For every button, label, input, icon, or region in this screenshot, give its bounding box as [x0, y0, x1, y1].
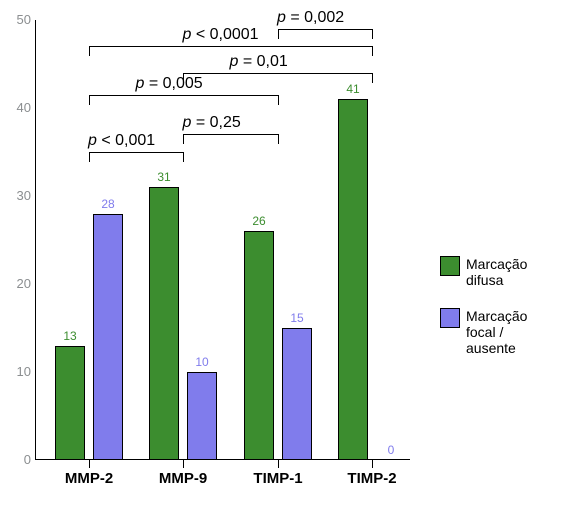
- bar-value-label: 15: [277, 311, 317, 325]
- bar-difusa: [338, 99, 368, 460]
- comparison-bracket: [183, 152, 184, 162]
- comparison-bracket: [278, 95, 279, 105]
- p-value-label: p = 0,002: [277, 9, 344, 27]
- comparison-bracket: [278, 134, 279, 144]
- chart-plot-area: 01020304050132831102615410p < 0,001p = 0…: [35, 20, 410, 460]
- y-tick-label: 20: [5, 276, 31, 291]
- y-tick-label: 30: [5, 188, 31, 203]
- y-tick-label: 10: [5, 364, 31, 379]
- comparison-bracket: [278, 29, 372, 30]
- bar-value-label: 26: [239, 214, 279, 228]
- comparison-bracket: [183, 73, 372, 74]
- legend-item: Marcaçãodifusa: [440, 256, 527, 288]
- y-tick-label: 50: [5, 12, 31, 27]
- bar-value-label: 31: [144, 170, 184, 184]
- bar-focal: [187, 372, 217, 460]
- x-tick: [372, 460, 373, 468]
- comparison-bracket: [372, 46, 373, 56]
- comparison-bracket: [89, 95, 90, 105]
- comparison-bracket: [89, 46, 372, 47]
- bar-value-label: 41: [333, 82, 373, 96]
- x-tick: [183, 460, 184, 468]
- comparison-bracket: [372, 73, 373, 83]
- bar-value-label: 13: [50, 329, 90, 343]
- category-label: MMP-2: [44, 470, 134, 487]
- y-tick-label: 40: [5, 100, 31, 115]
- p-value-label: p = 0,01: [230, 53, 288, 71]
- comparison-bracket: [278, 29, 279, 39]
- p-value-label: p < 0,001: [88, 132, 155, 150]
- comparison-bracket: [372, 29, 373, 39]
- category-label: TIMP-2: [327, 470, 417, 487]
- bar-difusa: [149, 187, 179, 460]
- comparison-bracket: [183, 134, 184, 144]
- y-tick-label: 0: [5, 452, 31, 467]
- bar-focal: [93, 214, 123, 460]
- legend-swatch: [440, 308, 460, 328]
- bar-value-label: 10: [182, 355, 222, 369]
- bar-value-label: 28: [88, 197, 128, 211]
- bar-focal: [282, 328, 312, 460]
- p-value-label: p = 0,005: [136, 75, 203, 93]
- x-tick: [278, 460, 279, 468]
- comparison-bracket: [183, 134, 278, 135]
- comparison-bracket: [89, 152, 183, 153]
- legend-label: Marcaçãodifusa: [466, 256, 527, 288]
- p-value-label: p < 0,0001: [183, 26, 259, 44]
- comparison-bracket: [89, 95, 278, 96]
- y-axis: [35, 20, 36, 460]
- comparison-bracket: [89, 46, 90, 56]
- bar-difusa: [55, 346, 85, 460]
- legend-label: Marcaçãofocal /ausente: [466, 308, 527, 356]
- category-label: TIMP-1: [233, 470, 323, 487]
- comparison-bracket: [183, 73, 184, 83]
- legend-swatch: [440, 256, 460, 276]
- p-value-label: p = 0,25: [183, 114, 241, 132]
- category-label: MMP-9: [138, 470, 228, 487]
- bar-difusa: [244, 231, 274, 460]
- comparison-bracket: [89, 152, 90, 162]
- x-tick: [89, 460, 90, 468]
- bar-value-label: 0: [371, 443, 411, 457]
- legend-item: Marcaçãofocal /ausente: [440, 308, 527, 356]
